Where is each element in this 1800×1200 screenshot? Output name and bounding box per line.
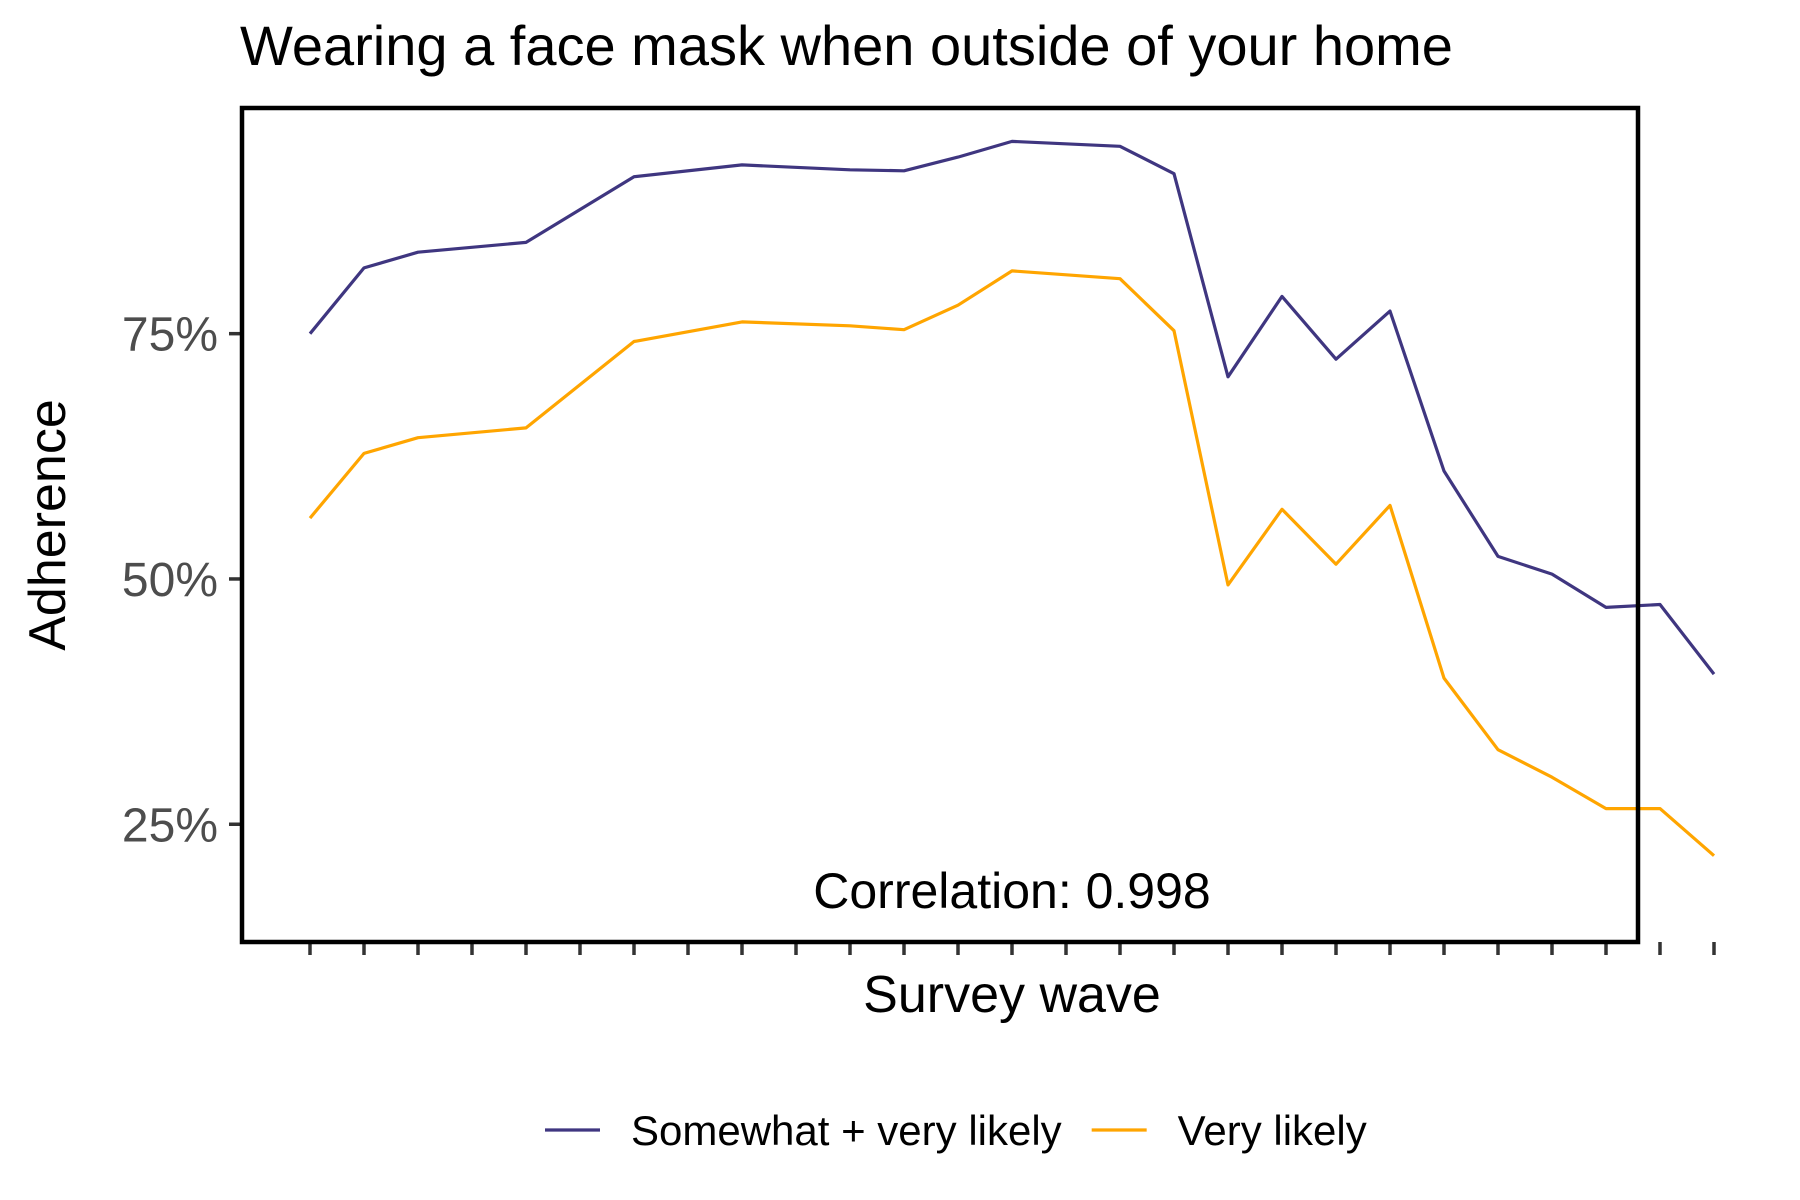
plot-panel-border xyxy=(239,105,1641,945)
legend-label-1: Somewhat + very likely xyxy=(631,1107,1062,1154)
series-lines xyxy=(308,139,1716,857)
legend: Somewhat + very likely Very likely xyxy=(545,1107,1367,1154)
correlation-annotation: Correlation: 0.998 xyxy=(813,863,1210,919)
chart-title: Wearing a face mask when outside of your… xyxy=(240,14,1453,77)
y-tick-label: 25% xyxy=(122,799,218,852)
legend-label-2: Very likely xyxy=(1178,1107,1367,1154)
x-axis-title: Survey wave xyxy=(863,966,1161,1024)
axis-ticks: 25% 50% 75% xyxy=(122,309,1716,955)
y-tick-label: 75% xyxy=(122,309,218,362)
y-tick-label: 50% xyxy=(122,554,218,607)
series-line-2 xyxy=(308,269,1716,857)
y-axis-title: Adherence xyxy=(19,399,77,651)
series-line-1 xyxy=(308,139,1716,676)
